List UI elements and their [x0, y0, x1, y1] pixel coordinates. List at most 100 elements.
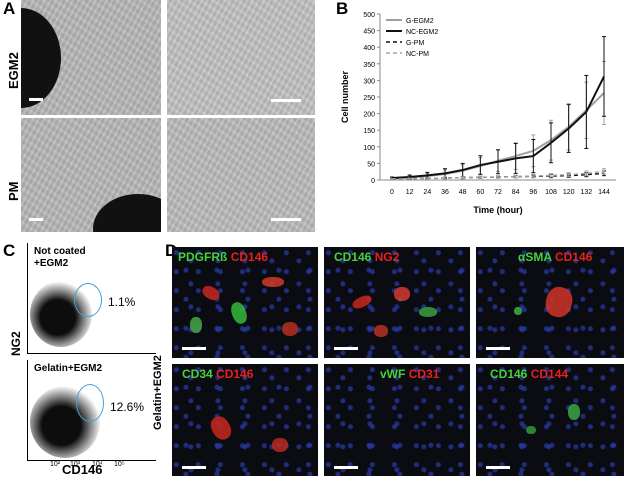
series-line-nc-pm	[391, 170, 605, 180]
red-cell	[272, 438, 288, 452]
explant-blob	[21, 8, 61, 108]
red-cell	[542, 284, 576, 320]
fluorescence-image-4: CD34 CD146	[172, 364, 318, 476]
green-marker-label: αSMA	[518, 250, 552, 264]
y-tick-label: 250	[363, 95, 375, 102]
panel-b-label: B	[336, 0, 349, 18]
green-cell	[526, 426, 536, 434]
y-tick-label: 200	[363, 112, 375, 119]
y-tick-label: 450	[363, 29, 375, 36]
fluorescence-image-3: αSMA CD146	[476, 247, 624, 358]
flow-title-line2: +EGM2	[34, 258, 69, 269]
green-cell	[190, 317, 202, 333]
cd146-axis-label: CD146	[62, 462, 103, 477]
x-tick-label: 12	[406, 189, 414, 196]
scale-bar	[486, 466, 510, 469]
scale-bar	[29, 218, 43, 221]
legend-entry: NC-EGM2	[406, 29, 438, 36]
flow-plot-not-coated: Not coated +EGM2 1.1%	[27, 243, 156, 354]
red-cell	[200, 283, 222, 303]
green-marker-label: vWF	[380, 367, 406, 381]
red-marker-label: CD144	[530, 367, 569, 381]
egm2-row-label: EGM2	[6, 52, 21, 89]
y-tick-label: 150	[363, 128, 375, 135]
scale-bar	[271, 99, 301, 102]
red-cell	[374, 325, 388, 337]
flow-plot-gelatin: Gelatin+EGM2 12.6%	[27, 360, 156, 461]
flow-percent: 1.1%	[108, 295, 136, 309]
y-tick-label: 0	[371, 178, 375, 185]
ng2-axis-label: NG2	[9, 331, 23, 356]
red-cell	[262, 277, 284, 287]
micrograph-egm2-low	[21, 0, 161, 115]
tick-label: 10⁴	[92, 461, 103, 468]
y-tick-label: 400	[363, 45, 375, 52]
scale-bar	[271, 218, 301, 221]
x-tick-label: 96	[529, 189, 537, 196]
x-tick-label: 48	[459, 189, 467, 196]
panel-a-label: A	[3, 0, 16, 18]
green-cell	[228, 300, 250, 326]
tick-label: 10²	[50, 461, 61, 468]
green-marker-label: PDGFRß	[178, 250, 228, 264]
flow-percent: 12.6%	[110, 400, 145, 414]
series-line-nc-egm2	[391, 75, 605, 180]
gelatin-egm2-side-label: Gelatin+EGM2	[152, 355, 164, 430]
green-marker-label: CD34	[182, 367, 213, 381]
scale-bar	[486, 347, 510, 350]
scale-bar	[29, 98, 43, 101]
y-tick-label: 300	[363, 78, 375, 85]
y-tick-label: 100	[363, 145, 375, 152]
y-tick-label: 500	[363, 12, 375, 19]
flow-title-line1: Not coated	[34, 246, 86, 257]
x-tick-label: 120	[563, 189, 575, 196]
x-tick-label: 84	[512, 189, 520, 196]
y-tick-label: 50	[367, 161, 375, 168]
green-cell	[568, 404, 580, 420]
y-axis-label: Cell number	[340, 71, 350, 124]
scale-bar	[182, 347, 206, 350]
flow-title: Gelatin+EGM2	[34, 363, 103, 374]
micrograph-egm2-high	[167, 0, 315, 115]
green-cell	[419, 307, 437, 317]
scale-bar	[182, 466, 206, 469]
tick-label: 10⁵	[114, 461, 125, 468]
x-tick-label: 24	[423, 189, 431, 196]
green-marker-label: CD146	[334, 250, 372, 264]
green-cell	[514, 307, 522, 315]
red-marker-label: CD146	[216, 367, 254, 381]
x-tick-label: 0	[390, 189, 394, 196]
x-tick-label: 36	[441, 189, 449, 196]
fluorescence-image-5: vWF CD31	[324, 364, 470, 476]
x-tick-label: 108	[545, 189, 557, 196]
pm-row-label: PM	[6, 181, 21, 202]
fluorescence-image-6: CD146 CD144	[476, 364, 624, 476]
x-axis-label: Time (hour)	[473, 205, 522, 215]
red-marker-label: CD31	[408, 367, 440, 381]
x-tick-label: 60	[476, 189, 484, 196]
red-cell	[282, 322, 298, 336]
legend-entry: G-PM	[406, 40, 424, 47]
x-tick-label: 144	[598, 189, 610, 196]
red-marker-label: CD146	[554, 250, 593, 264]
panel-c-label: C	[3, 241, 16, 260]
legend-entry: G-EGM2	[406, 18, 434, 25]
flow-gate	[74, 283, 102, 317]
flow-gate	[76, 384, 104, 422]
micrograph-pm-high	[167, 118, 315, 232]
tick-label: 10³	[70, 461, 81, 468]
x-tick-label: 132	[580, 189, 592, 196]
red-cell	[350, 293, 374, 311]
red-marker-label: NG2	[374, 250, 400, 264]
x-tick-label: 72	[494, 189, 502, 196]
scale-bar	[334, 347, 358, 350]
explant-blob	[93, 194, 161, 232]
fluorescence-image-2: CD146 NG2	[324, 247, 470, 358]
legend-entry: NC-PM	[406, 51, 429, 58]
growth-chart: 0 50 100 150 200 250 300 350 400 450 500 0 12 24 36 48 6…	[340, 12, 616, 215]
fluorescence-image-1: PDGFRß CD146	[172, 247, 318, 358]
red-cell	[394, 287, 410, 301]
green-marker-label: CD146	[490, 367, 528, 381]
micrograph-pm-low	[21, 118, 161, 232]
scale-bar	[334, 466, 358, 469]
